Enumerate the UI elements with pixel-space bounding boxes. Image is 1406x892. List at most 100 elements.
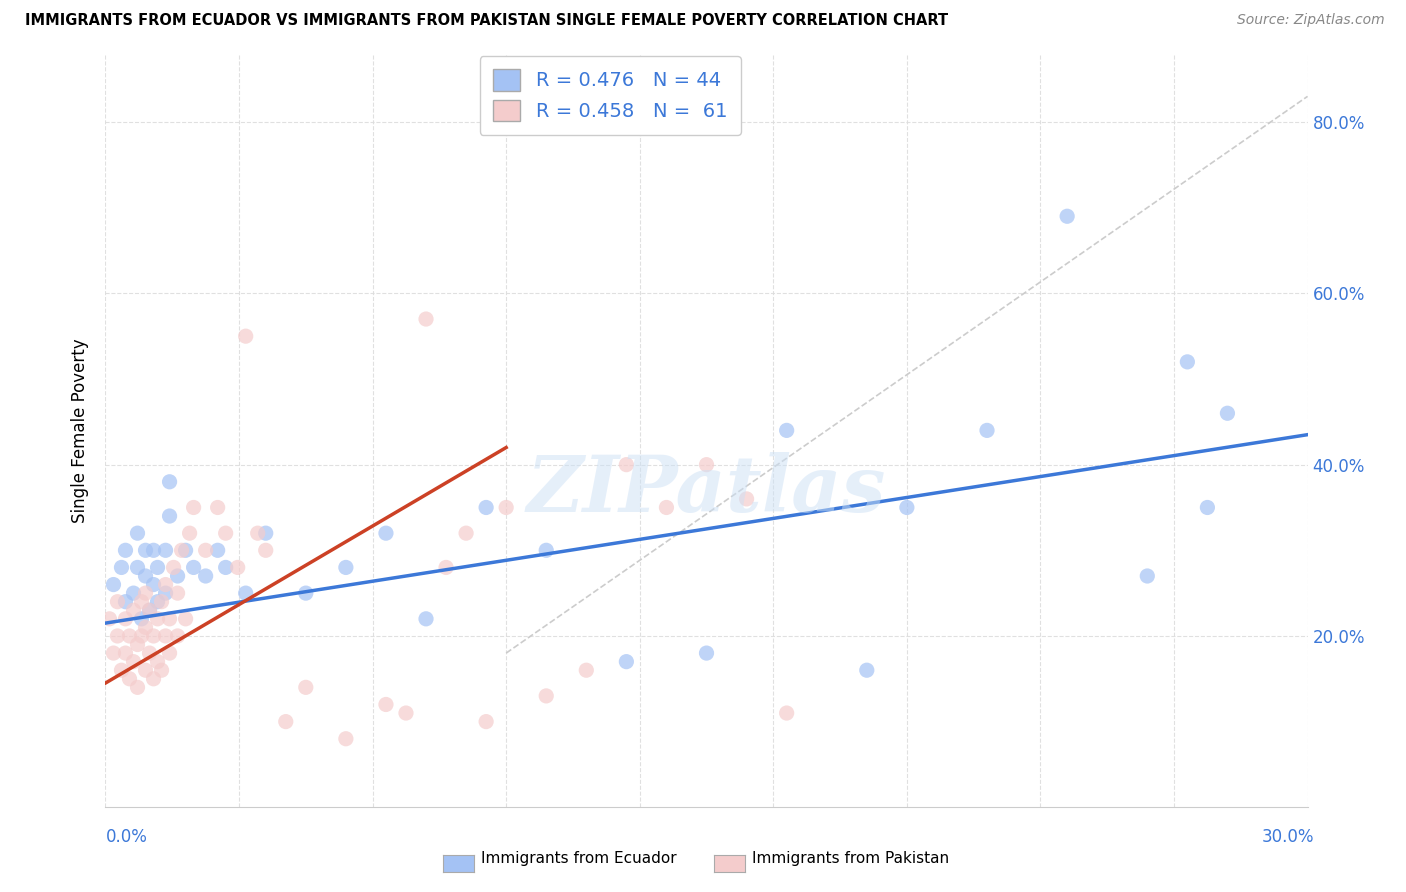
Point	[162, 560, 184, 574]
Point	[214, 526, 236, 541]
Point	[415, 312, 437, 326]
Text: IMMIGRANTS FROM ECUADOR VS IMMIGRANTS FROM PAKISTAN SINGLE FEMALE POVERTY CORREL: IMMIGRANTS FROM ECUADOR VS IMMIGRANTS FR…	[25, 13, 949, 29]
Point	[155, 629, 177, 643]
Point	[976, 424, 998, 438]
Point	[434, 560, 457, 574]
Point	[142, 543, 165, 558]
Point	[127, 638, 149, 652]
Point	[194, 543, 217, 558]
Text: Immigrants from Ecuador: Immigrants from Ecuador	[481, 851, 676, 865]
Point	[110, 560, 132, 574]
Point	[475, 500, 498, 515]
Point	[138, 603, 160, 617]
Point	[135, 620, 157, 634]
Point	[114, 646, 136, 660]
Y-axis label: Single Female Poverty: Single Female Poverty	[72, 338, 90, 523]
Point	[855, 663, 877, 677]
Point	[616, 655, 638, 669]
Point	[1216, 406, 1239, 420]
Point	[415, 612, 437, 626]
Point	[138, 646, 160, 660]
Point	[103, 646, 125, 660]
Point	[150, 663, 173, 677]
Point	[183, 500, 205, 515]
Point	[159, 646, 181, 660]
Point	[142, 577, 165, 591]
Text: 0.0%: 0.0%	[105, 828, 148, 846]
Point	[534, 543, 557, 558]
Point	[114, 543, 136, 558]
Point	[696, 646, 718, 660]
Point	[166, 586, 188, 600]
Point	[122, 586, 145, 600]
Point	[159, 509, 181, 524]
Point	[254, 526, 277, 541]
Point	[142, 629, 165, 643]
Point	[179, 526, 201, 541]
Point	[131, 612, 153, 626]
Point	[174, 612, 197, 626]
Point	[127, 681, 149, 695]
Point	[138, 603, 160, 617]
Point	[103, 577, 125, 591]
Point	[1177, 355, 1199, 369]
Point	[274, 714, 297, 729]
Point	[135, 663, 157, 677]
Text: 30.0%: 30.0%	[1263, 828, 1315, 846]
Point	[295, 681, 318, 695]
Point	[1136, 569, 1159, 583]
Point	[735, 491, 758, 506]
Point	[174, 543, 197, 558]
Point	[207, 543, 229, 558]
Point	[335, 731, 357, 746]
Point	[150, 595, 173, 609]
Text: Source: ZipAtlas.com: Source: ZipAtlas.com	[1237, 13, 1385, 28]
Point	[155, 543, 177, 558]
Point	[155, 577, 177, 591]
Point	[114, 595, 136, 609]
Point	[575, 663, 598, 677]
Point	[170, 543, 193, 558]
Point	[655, 500, 678, 515]
Point	[454, 526, 477, 541]
Point	[776, 706, 799, 720]
Point	[374, 698, 398, 712]
Point	[135, 586, 157, 600]
Point	[254, 543, 277, 558]
Point	[207, 500, 229, 515]
Point	[194, 569, 217, 583]
Point	[146, 595, 169, 609]
Point	[135, 543, 157, 558]
Point	[896, 500, 918, 515]
Point	[616, 458, 638, 472]
Point	[107, 629, 129, 643]
Point	[335, 560, 357, 574]
Point	[475, 714, 498, 729]
Point	[235, 586, 257, 600]
Point	[395, 706, 418, 720]
Point	[776, 424, 799, 438]
Point	[135, 569, 157, 583]
Point	[696, 458, 718, 472]
Point	[146, 655, 169, 669]
Point	[235, 329, 257, 343]
Point	[127, 526, 149, 541]
Point	[131, 595, 153, 609]
Point	[214, 560, 236, 574]
Point	[122, 655, 145, 669]
Point	[110, 663, 132, 677]
Point	[127, 560, 149, 574]
Legend: R = 0.476   N = 44, R = 0.458   N =  61: R = 0.476 N = 44, R = 0.458 N = 61	[479, 55, 741, 135]
Point	[183, 560, 205, 574]
Point	[1197, 500, 1219, 515]
Text: ZIPatlas: ZIPatlas	[527, 452, 886, 529]
Point	[495, 500, 517, 515]
Point	[122, 603, 145, 617]
Point	[1056, 209, 1078, 223]
Point	[534, 689, 557, 703]
Text: Immigrants from Pakistan: Immigrants from Pakistan	[752, 851, 949, 865]
Point	[166, 569, 188, 583]
Point	[142, 672, 165, 686]
Point	[146, 612, 169, 626]
Point	[295, 586, 318, 600]
